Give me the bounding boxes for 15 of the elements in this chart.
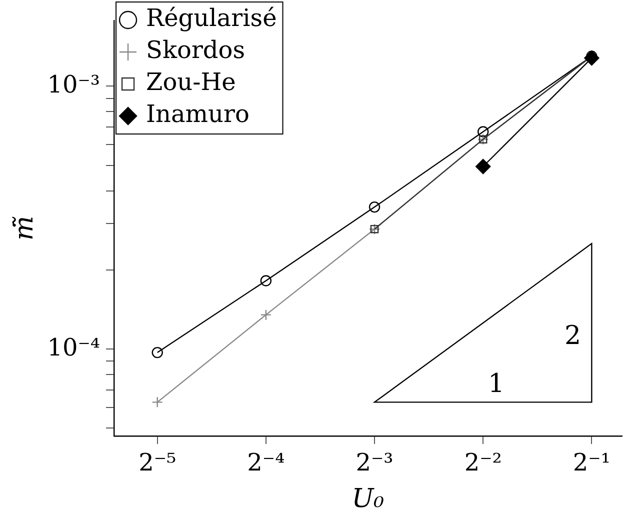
legend-label: Inamuro	[146, 100, 250, 128]
y-tick-label: 10⁻⁴	[47, 333, 100, 362]
y-axis-title: ṁ̃	[9, 216, 40, 241]
legend-label: Zou-He	[146, 68, 236, 96]
annotation: 2	[564, 320, 581, 351]
x-tick-label: 2⁻¹	[572, 448, 610, 477]
legend-label: Régularisé	[146, 4, 277, 32]
legend-label: Skordos	[146, 36, 246, 64]
x-tick-label: 2⁻³	[356, 448, 394, 477]
x-axis-title: U₀	[352, 484, 385, 514]
x-tick-label: 2⁻²	[464, 448, 502, 477]
y-tick-label: 10⁻³	[47, 70, 100, 98]
annotation: 1	[488, 368, 505, 399]
x-tick-label: 2⁻⁴	[247, 448, 285, 477]
x-tick-label: 2⁻⁵	[138, 448, 176, 477]
